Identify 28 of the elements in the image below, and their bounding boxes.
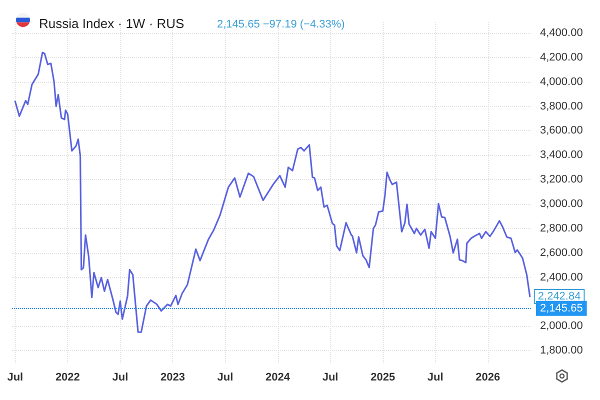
- y-tick-label: 1,800.00: [540, 344, 583, 357]
- ref-line-label: 2,145.65: [540, 302, 583, 314]
- x-tick-label: 2023: [160, 372, 185, 384]
- y-tick-label: 3,200.00: [540, 174, 583, 186]
- y-tick-label: 2,600.00: [540, 246, 583, 259]
- chart-subtitle: 2,145.65 −97.19 (−4.33%): [217, 18, 345, 30]
- annotation: 2,242.84: [538, 290, 581, 302]
- y-tick-label: 3,600.00: [540, 124, 583, 137]
- x-tick-label: Jul: [427, 372, 444, 384]
- x-tick-label: Jul: [322, 372, 338, 384]
- x-tick-label: 2022: [55, 372, 80, 384]
- y-tick-label: 2,800.00: [540, 222, 583, 234]
- y-tick-label: 4,200.00: [540, 51, 583, 64]
- x-tick-label: Jul: [112, 372, 128, 384]
- x-tick-label: Jul: [217, 372, 234, 384]
- y-tick-label: 3,400.00: [540, 149, 583, 162]
- y-tick-label: 4,000.00: [540, 76, 583, 88]
- chart-title: Russia Index · 1W · RUS: [39, 16, 185, 31]
- y-tick-label: 2,000.00: [540, 320, 583, 332]
- x-tick-label: 2024: [266, 372, 291, 384]
- line-series: [14, 52, 531, 333]
- y-tick-label: 2,400.00: [540, 271, 583, 284]
- y-tick-label: 3,000.00: [540, 198, 583, 210]
- x-tick-label: 2025: [370, 372, 396, 384]
- x-tick-label: 2026: [476, 372, 500, 384]
- x-tick-label: Jul: [7, 372, 24, 384]
- y-tick-label: 4,400.00: [540, 26, 583, 39]
- y-tick-label: 3,800.00: [540, 100, 583, 112]
